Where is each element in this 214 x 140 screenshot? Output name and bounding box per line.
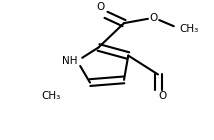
Text: CH₃: CH₃ [179,24,199,34]
Text: O: O [158,91,166,101]
Text: O: O [97,2,105,12]
Text: NH: NH [62,56,77,66]
Text: O: O [150,13,158,23]
Text: CH₃: CH₃ [41,91,60,101]
